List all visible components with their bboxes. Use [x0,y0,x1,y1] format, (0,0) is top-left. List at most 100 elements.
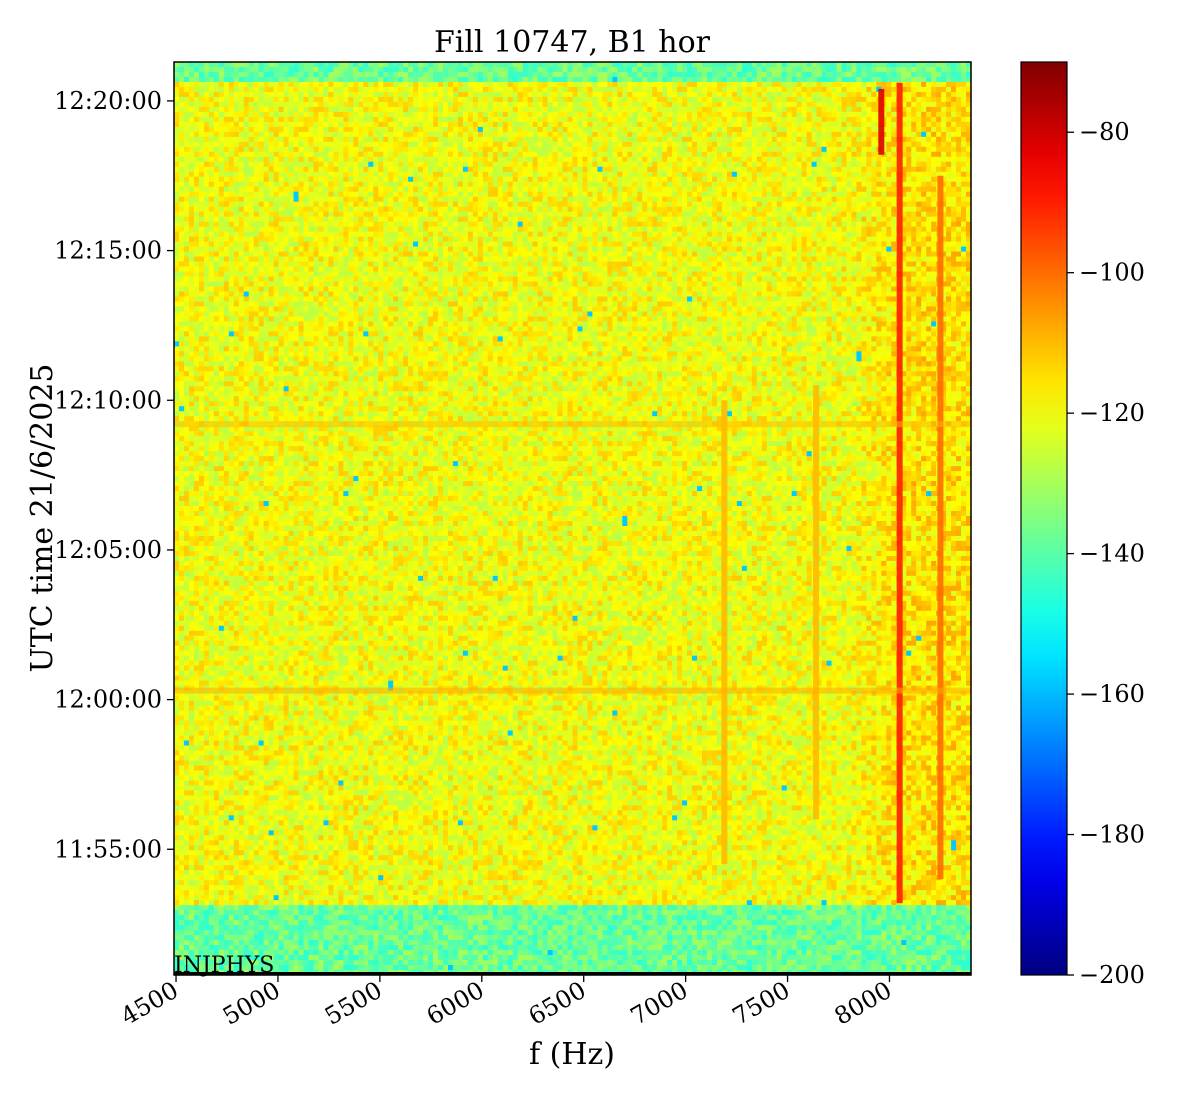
heatmap-cell [891,62,897,68]
heatmap-cell [318,161,325,168]
heatmap-cell [273,156,280,163]
heatmap-cell [223,121,230,128]
heatmap-cell [288,176,295,183]
heatmap-cell [308,71,315,78]
heatmap-cell [846,71,853,78]
heatmap-cell [622,191,628,198]
heatmap-cell [447,191,454,198]
heatmap-cell [816,101,823,108]
heatmap-cell [941,111,947,118]
heatmap-cell [527,81,534,88]
heatmap-cell [467,81,474,88]
heatmap-cell [178,166,185,173]
heatmap-cell [911,146,917,153]
heatmap-cell [293,146,300,153]
heatmap-cell [791,66,798,73]
heatmap-cell [418,101,424,108]
heatmap-cell [403,62,409,68]
heatmap-cell [348,81,354,88]
heatmap-cell [203,76,210,83]
heatmap-cell [233,96,240,103]
heatmap-cell [791,71,798,78]
heatmap-cell [607,176,613,183]
heatmap-cell [487,121,494,128]
heatmap-cell [826,201,833,208]
heatmap-cell [846,131,853,138]
heatmap-cell [243,196,250,203]
heatmap-cell [966,161,972,168]
heatmap-cell [248,206,255,213]
heatmap-cell [821,191,828,198]
heatmap-cell [423,121,429,128]
heatmap-cell [293,116,300,123]
heatmap-cell [791,136,798,143]
heatmap-cell [462,121,469,128]
heatmap-cell [517,66,524,73]
heatmap-cell [522,81,529,88]
heatmap-cell [816,146,823,153]
heatmap-cell [303,176,310,183]
heatmap-cell [687,191,693,198]
heatmap-cell [368,126,374,133]
heatmap-cell [592,151,598,158]
heatmap-cell [477,116,484,123]
heatmap-cell [741,76,748,83]
heatmap-cell [413,171,419,178]
heatmap-cell [238,86,245,93]
heatmap-cell [941,196,947,203]
heatmap-cell [597,191,603,198]
heatmap-cell [517,156,524,163]
heatmap-cell [522,141,529,148]
heatmap-cell [756,101,763,108]
heatmap-cell [607,166,613,173]
heatmap-cell [617,176,623,183]
heatmap-cell [388,186,394,193]
heatmap-cell [637,176,643,183]
heatmap-cell [502,101,509,108]
heatmap-cell [203,166,210,173]
heatmap-cell [343,62,349,68]
heatmap-cell [512,126,519,133]
heatmap-cell [836,186,843,193]
heatmap-cell [507,81,514,88]
heatmap-cell [612,156,618,163]
heatmap-cell [632,171,638,178]
heatmap-cell [522,191,529,198]
heatmap-cell [442,136,449,143]
heatmap-cell [756,166,763,173]
heatmap-cell [293,211,300,218]
heatmap-cell [801,71,808,78]
heatmap-cell [657,176,663,183]
heatmap-cell [253,191,260,198]
heatmap-cell [552,196,559,203]
heatmap-cell [801,116,808,123]
heatmap-cell [403,121,409,128]
heatmap-cell [408,141,414,148]
heatmap-cell [801,181,808,188]
heatmap-cell [956,106,962,113]
heatmap-cell [871,111,877,118]
heatmap-cell [572,201,579,208]
heatmap-cell [393,191,399,198]
heatmap-cell [283,176,290,183]
heatmap-cell [682,111,688,118]
heatmap-cell [841,136,848,143]
heatmap-cell [622,66,628,73]
heatmap-cell [587,176,594,183]
heatmap-cell [333,196,339,203]
heatmap-cell [273,181,280,188]
heatmap-cell [442,171,449,178]
heatmap-cell [482,181,489,188]
heatmap-cell [283,141,290,148]
heatmap-cell [378,181,384,188]
heatmap-cell [906,76,912,83]
heatmap-cell [761,201,768,208]
heatmap-cell [343,76,349,83]
heatmap-cell [871,196,877,203]
heatmap-cell [881,171,887,178]
heatmap-cell [587,151,594,158]
heatmap-cell [363,181,369,188]
heatmap-cell [462,146,469,153]
heatmap-cell [567,181,574,188]
heatmap-cell [228,186,235,193]
